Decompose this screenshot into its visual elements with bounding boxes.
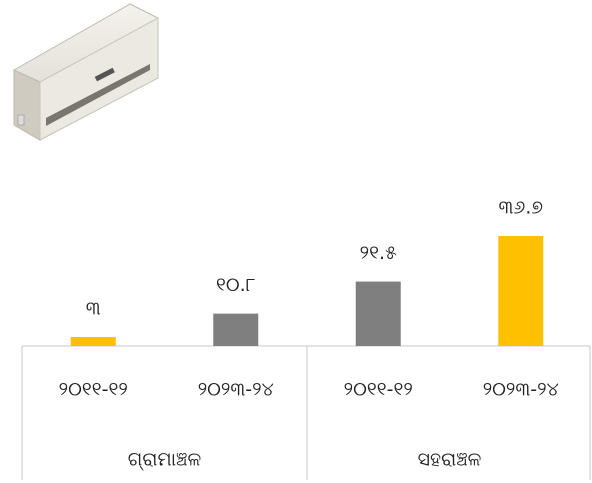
x-tick-label: ୨୦୧୧-୧୨ — [344, 379, 413, 401]
bar — [498, 236, 544, 346]
x-tick-label: ୨୦୨୩-୨୪ — [483, 379, 559, 401]
x-tick-label: ୨୦୧୧-୧୨ — [59, 379, 128, 401]
data-label: ୩ — [86, 298, 101, 320]
bar — [70, 337, 116, 346]
group-label: ସହରାଞ୍ଚଳ — [418, 449, 482, 471]
bar — [213, 313, 259, 346]
data-label: ୩୬.୭ — [498, 197, 543, 219]
group-label: ଗ୍ରାମାଞ୍ଚଳ — [128, 449, 201, 471]
x-tick-label: ୨୦୨୩-୨୪ — [198, 379, 274, 401]
air-conditioner-icon — [13, 3, 159, 141]
bar — [355, 281, 401, 346]
data-label: ୧୦.୮ — [216, 274, 256, 296]
data-label: ୨୧.୫ — [360, 242, 397, 264]
